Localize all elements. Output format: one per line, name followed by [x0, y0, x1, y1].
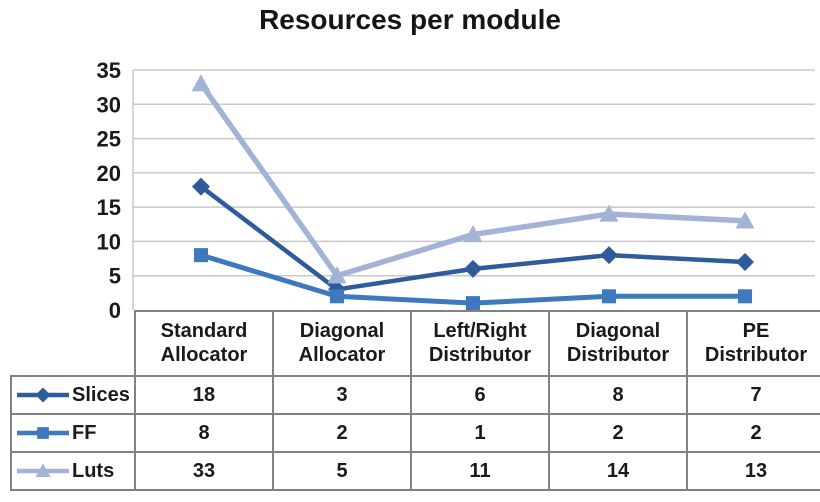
category-label: Diagonal Allocator: [272, 310, 412, 377]
legend-key: Luts: [12, 460, 134, 483]
value-cell: 5: [272, 451, 412, 491]
y-axis-tick-label: 15: [97, 195, 121, 220]
diamond-marker-icon: [600, 246, 618, 265]
legend-label: FF: [72, 421, 97, 444]
value-cell: 8: [548, 375, 688, 415]
legend-diamond-icon: [17, 387, 69, 403]
series-markers-ff: [193, 248, 753, 311]
table-corner-blank: [11, 311, 135, 376]
category-label-line: Distributor: [704, 343, 808, 366]
legend-triangle-icon: [17, 463, 69, 477]
diamond-marker-icon: [192, 177, 210, 196]
triangle-marker-icon: [327, 266, 347, 284]
category-label-line: Distributor: [428, 343, 532, 366]
triangle-marker-icon: [735, 211, 755, 229]
square-marker-icon: [601, 289, 617, 304]
value-cell: 2: [686, 413, 820, 453]
triangle-marker-icon: [599, 204, 619, 222]
category-label-line: Left/Right: [433, 319, 527, 342]
value-cell: 2: [548, 413, 688, 453]
y-axis-labels: 35 30 25 20 15 10 5 0: [97, 58, 121, 323]
triangle-marker-icon: [191, 74, 211, 92]
category-label: Diagonal Distributor: [548, 310, 688, 377]
square-marker-icon: [329, 289, 345, 304]
y-axis-tick-label: 20: [97, 161, 121, 186]
value-cell: 13: [686, 451, 820, 491]
table-row-slices: Slices 18 3 6 8 7: [10, 375, 820, 415]
value-cell: 11: [410, 451, 550, 491]
value-cell: 3: [272, 375, 412, 415]
y-axis-tick-label: 10: [97, 229, 121, 254]
square-marker-icon: [193, 248, 209, 263]
category-label: Standard Allocator: [134, 310, 274, 377]
value-cell: 2: [272, 413, 412, 453]
legend-square-icon: [17, 427, 69, 439]
series-markers-luts: [191, 74, 755, 284]
triangle-marker-icon: [35, 463, 51, 477]
data-table: Standard Allocator Diagonal Allocator Left/R…: [10, 310, 820, 491]
y-axis-tick-label: 25: [97, 127, 121, 152]
category-label-line: PE: [742, 319, 770, 342]
table-row-ff: FF 8 2 1 2 2: [10, 413, 820, 453]
legend-cell-luts: Luts: [10, 451, 136, 491]
value-cell: 6: [410, 375, 550, 415]
square-marker-icon: [737, 289, 753, 304]
table-row-luts: Luts 33 5 11 14 13: [10, 451, 820, 491]
category-label: Left/Right Distributor: [410, 310, 550, 377]
legend-cell-slices: Slices: [10, 375, 136, 415]
value-cell: 33: [134, 451, 274, 491]
diamond-marker-icon: [35, 387, 51, 403]
chart-title: Resources per module: [259, 4, 561, 35]
legend-cell-ff: FF: [10, 413, 136, 453]
value-cell: 8: [134, 413, 274, 453]
value-cell: 7: [686, 375, 820, 415]
y-axis-tick-label: 0: [109, 298, 121, 323]
y-axis-tick-label: 35: [97, 58, 121, 83]
category-label-line: Allocator: [298, 343, 386, 366]
category-label-line: Distributor: [566, 343, 670, 366]
gridlines: [133, 69, 815, 277]
value-cell: 1: [410, 413, 550, 453]
category-label: PE Distributor: [686, 310, 820, 377]
diamond-marker-icon: [464, 259, 482, 278]
value-cell: 18: [134, 375, 274, 415]
category-label-line: Diagonal: [299, 319, 385, 342]
legend-key: FF: [12, 422, 134, 445]
diamond-marker-icon: [736, 253, 754, 271]
category-label-line: Standard: [160, 319, 248, 342]
legend-key: Slices: [12, 384, 134, 407]
category-label-line: Allocator: [160, 343, 248, 366]
square-marker-icon: [37, 427, 49, 439]
legend-label: Slices: [72, 383, 130, 406]
y-axis-tick-label: 30: [97, 92, 121, 117]
triangle-marker-icon: [463, 225, 483, 243]
category-label-line: Diagonal: [575, 319, 661, 342]
category-header-row: Standard Allocator Diagonal Allocator Left/R…: [11, 310, 820, 377]
value-cell: 14: [548, 451, 688, 491]
y-axis-tick-label: 5: [109, 264, 121, 289]
square-marker-icon: [465, 296, 481, 311]
legend-label: Luts: [72, 459, 115, 482]
